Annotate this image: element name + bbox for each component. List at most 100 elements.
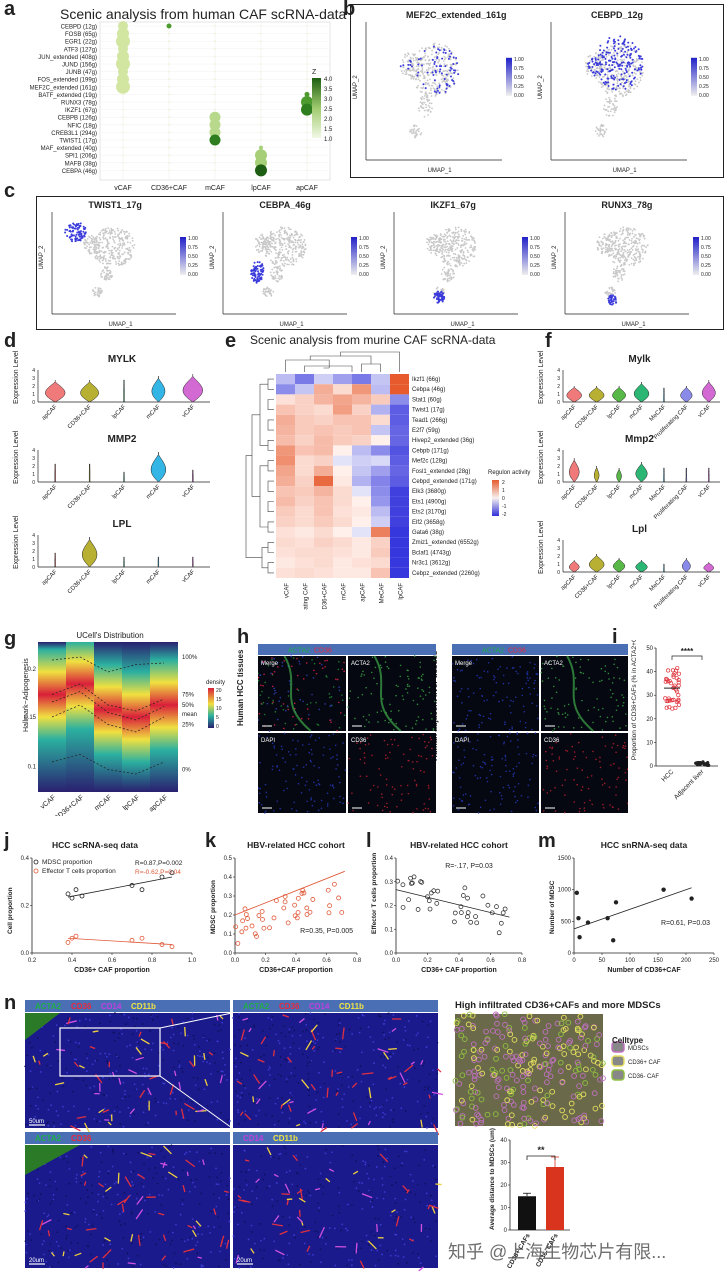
- umap-cell: [587, 55, 590, 58]
- umap-cell: [623, 58, 626, 61]
- scatter-xtick: 0.2: [28, 958, 37, 964]
- i-point-adj: [699, 761, 703, 766]
- umap-cell: [626, 51, 629, 54]
- j-fit-t: [67, 937, 173, 945]
- h-adj-cd36-speck: [624, 771, 627, 774]
- a-group-label: mCAF: [205, 185, 225, 192]
- h-hcc-merge-speck: [261, 703, 263, 705]
- umap-cell-high: [597, 54, 600, 57]
- h-adj-acta2-speck: [540, 671, 543, 674]
- h-label-dapi: DAPI: [261, 738, 275, 744]
- e-heat-cell: [371, 425, 390, 436]
- umap-cell: [603, 133, 606, 135]
- umap-cell: [417, 78, 420, 81]
- umap-cell: [440, 88, 443, 91]
- h-adj-dapi-speck: [458, 798, 461, 800]
- umap-cell-high: [606, 46, 609, 49]
- umap-cell: [458, 264, 461, 266]
- umap-cell: [428, 239, 430, 242]
- violin-shape: [635, 560, 648, 573]
- umap-cell: [429, 236, 432, 239]
- h-label-cd36: CD36: [351, 738, 367, 744]
- h-hcc-cd36-speck: [369, 734, 372, 736]
- n-tissue-tl-nucleus: [76, 1025, 79, 1028]
- m-point: [613, 900, 619, 905]
- umap-cell: [634, 234, 637, 236]
- umap-cell: [614, 244, 616, 247]
- n-tissue-tl-nucleus: [150, 1014, 153, 1017]
- h-adj-acta2-speck: [611, 692, 614, 695]
- umap-cell: [596, 74, 599, 77]
- umap-cell: [473, 246, 476, 248]
- umap-cell-high: [79, 239, 82, 242]
- h-hcc-cd36-speck: [393, 788, 396, 791]
- e-heat-cell: [352, 567, 371, 578]
- e-row-dendrogram: [245, 378, 274, 574]
- k-point: [294, 915, 300, 921]
- g-quantile-line: [51, 704, 165, 733]
- e-col-label: MeCAF: [380, 583, 386, 604]
- h-adj-merge-speck: [534, 663, 536, 666]
- umap-title: RUNX3_78g: [601, 200, 652, 210]
- h-hcc-merge-speck: [326, 659, 328, 662]
- umap-cell: [86, 237, 89, 240]
- h-label-dapi: DAPI: [455, 738, 469, 744]
- umap-cell: [428, 106, 431, 109]
- umap-cell: [612, 275, 615, 278]
- umap-cell: [623, 245, 626, 248]
- umap-cell-high: [610, 296, 613, 299]
- g-quantile-label: 75%: [182, 693, 195, 699]
- violin-shape: [182, 374, 203, 403]
- h-hcc-dapi-speck: [301, 744, 304, 746]
- e-heat-cell: [276, 465, 295, 476]
- n-tissue-tl-nucleus: [25, 1123, 27, 1126]
- umap-cell: [94, 238, 96, 241]
- umap-cell: [608, 96, 611, 99]
- umap-cell: [464, 233, 467, 236]
- umap-cell: [278, 230, 281, 232]
- h-hcc-cd36-speck: [379, 774, 382, 776]
- l-point: [465, 914, 470, 920]
- h-hcc-dapi-speck: [276, 766, 278, 768]
- umap-cell: [447, 268, 450, 271]
- umap-cell: [601, 129, 604, 131]
- umap-cell: [405, 68, 407, 71]
- n-tissue-tl-nucleus: [116, 1106, 118, 1109]
- umap-scale-tick: 0.50: [701, 254, 711, 260]
- umap-cell: [447, 53, 450, 56]
- a-dot: [168, 139, 170, 141]
- umap-cell: [446, 235, 449, 238]
- i-point-hcc: [672, 685, 677, 690]
- umap-cell: [625, 260, 628, 262]
- e-heat-cell: [352, 445, 371, 456]
- h-adj-cd36-speck: [611, 806, 614, 808]
- a-dot: [260, 55, 262, 58]
- umap-cell-high: [630, 80, 633, 83]
- umap-cell: [639, 260, 642, 263]
- h-adj-merge-speck: [510, 699, 512, 702]
- umap-cell: [427, 68, 430, 71]
- h-hcc-cd36-speck: [347, 802, 350, 804]
- h-hcc-dapi-speck: [279, 807, 282, 810]
- umap-cell: [599, 125, 602, 128]
- h-adj-merge-speck: [493, 675, 495, 677]
- umap-cell: [280, 236, 283, 239]
- umap-cell-high: [444, 90, 447, 93]
- umap-cell-high: [256, 261, 259, 264]
- h-adj-acta2-speck: [606, 716, 609, 719]
- umap-cell: [443, 235, 446, 238]
- umap-cell: [93, 292, 96, 295]
- e-row-label: Stat1 (60g): [412, 397, 442, 403]
- e-heat-cell: [390, 567, 409, 578]
- panel-label-k: k: [205, 830, 217, 852]
- umap-cell: [634, 80, 637, 83]
- h-hcc-cd36-speck: [351, 792, 353, 794]
- a-dot: [306, 63, 308, 65]
- umap-cell: [91, 240, 94, 243]
- h-adj-dapi-speck: [514, 785, 516, 788]
- scatter-ytick: 0.0: [21, 951, 30, 957]
- umap-cell: [449, 258, 452, 261]
- umap-cell: [598, 67, 601, 70]
- umap-cell: [430, 249, 433, 252]
- k-point: [282, 899, 288, 905]
